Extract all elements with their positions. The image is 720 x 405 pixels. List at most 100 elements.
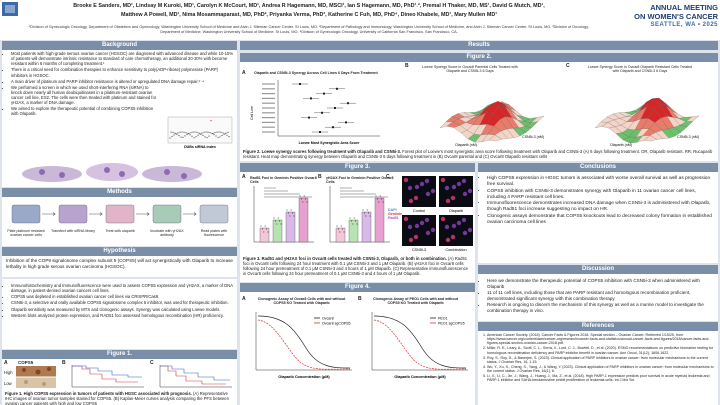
nucleus [450,195,456,201]
list-item: Immunofluorescence demonstrates increase… [487,201,715,213]
dot [267,231,269,233]
axis-label: Olaparib Concentration (μM) [278,375,330,379]
list-item: Here we demonstrate the therapeutic pote… [487,278,715,289]
nucleus [408,198,414,204]
stain-label: COPS5 [18,360,34,365]
dot [337,228,339,230]
circle-element [47,367,51,371]
path-element [277,80,380,137]
nucleus [445,198,451,204]
bar [361,211,372,243]
dot [342,228,344,230]
curve [257,319,351,370]
bar [374,197,385,243]
dot [300,198,302,200]
dot [336,225,338,227]
arrow [136,212,150,216]
dot [277,217,279,219]
dot [208,135,210,137]
dot [215,135,217,137]
panel-title: γH2AX Foci in Geminin Positive Ovcar8 Ce… [326,176,394,185]
list-item: We performed a screen in which we used s… [11,85,158,106]
circle-element [104,167,110,173]
section-header: Results [240,41,718,50]
step-label: Treat with olaparib [105,229,135,233]
bar-chart [329,186,390,243]
step-label: Plate platinum resistant ovarian cancer … [7,229,45,238]
panel-letter: B [405,63,409,69]
meeting-name: ANNUAL MEETING [650,3,718,12]
arrow [183,212,197,216]
caption: (A) Representative IHC images of ovarian… [5,391,229,405]
dot [339,231,341,233]
dot [216,131,218,133]
nucleus [445,237,451,243]
path-element [160,365,230,381]
dot [365,215,367,217]
channel-label: Rad51 [388,216,399,221]
nucleus [424,217,430,223]
nucleus [456,181,462,187]
screen-chart: DUBs siRNA index [167,116,233,149]
dot [221,134,223,137]
panel-letter: B [62,360,66,366]
axis [255,312,352,371]
panel-letter: A [4,360,8,366]
dot [188,132,190,134]
meeting-place: SEATTLE, WA • 2025 [650,22,718,28]
circle-element [42,382,46,386]
path-element [160,365,226,385]
synergy-surface: Olaparib (nM) CSN5i-3 (nM) [594,98,700,147]
panel-title: Loewe Synergy Score in Ovcar8 Parental C… [422,65,518,74]
list-item: Clonogenic assays demonstrate that COPS5… [487,214,715,226]
dot [305,198,307,200]
caption-title: Figure 3. Rad51 and γH2AX foci in Ovcar8… [243,256,447,261]
caption-title: Figure 2. Loewe synergy scores following… [243,149,401,154]
dot [177,132,179,134]
axis-label: Loewe Most Synergistic Area Score [299,141,360,145]
channel-label: DAPI [388,208,397,212]
dot [369,215,371,217]
circle-element [22,368,26,372]
point [336,87,338,90]
point [299,83,301,85]
dot [205,131,207,133]
point [310,97,312,100]
dot [196,131,198,133]
dot [286,209,288,211]
dot [182,136,184,138]
dot [193,137,195,139]
panel-letter: C [386,174,390,180]
dot [362,209,364,211]
div-element: DAPI Geminin Rad51 [388,208,402,221]
point [334,107,336,109]
nucleus [467,188,473,194]
circle-element [39,169,45,175]
reference-list: American Cancer Society. (2018). Cancer … [478,333,718,382]
workflow-icons [11,204,229,224]
dot [187,133,189,135]
if-images: Control Olaparib CSN5i-3 Combination [402,176,473,252]
nucleus [444,185,450,191]
list-item: 11 of 11 cell lines, including those tha… [487,290,715,301]
dot [218,131,220,133]
dot [179,131,181,133]
nucleus [414,223,420,229]
nucleus [462,191,468,197]
dot [184,135,186,137]
nucleus [408,237,414,243]
dot [224,133,226,135]
legend-label: Ovcar8 [322,316,334,320]
bullet-list: High COPS5 expression in HGSC tumors is … [478,175,718,226]
bar [272,219,283,243]
synergy-surface: Olaparib (nM) CSN5i-3 (nM) [439,101,545,147]
level-label: Low [4,381,12,386]
list-item: COPS5 inhibition with CSN5i-3 demonstrat… [487,189,715,201]
nucleus [430,227,436,233]
nucleus [461,217,467,223]
bullet-list: Immunohistochemistry and Immunofluoresce… [2,282,237,318]
bar-chart [253,186,314,243]
panel-title: Clonogenic Assay of Ovcar8 Cells with an… [257,297,346,306]
axis-label: Olaparib Concentration (μM) [394,375,446,379]
